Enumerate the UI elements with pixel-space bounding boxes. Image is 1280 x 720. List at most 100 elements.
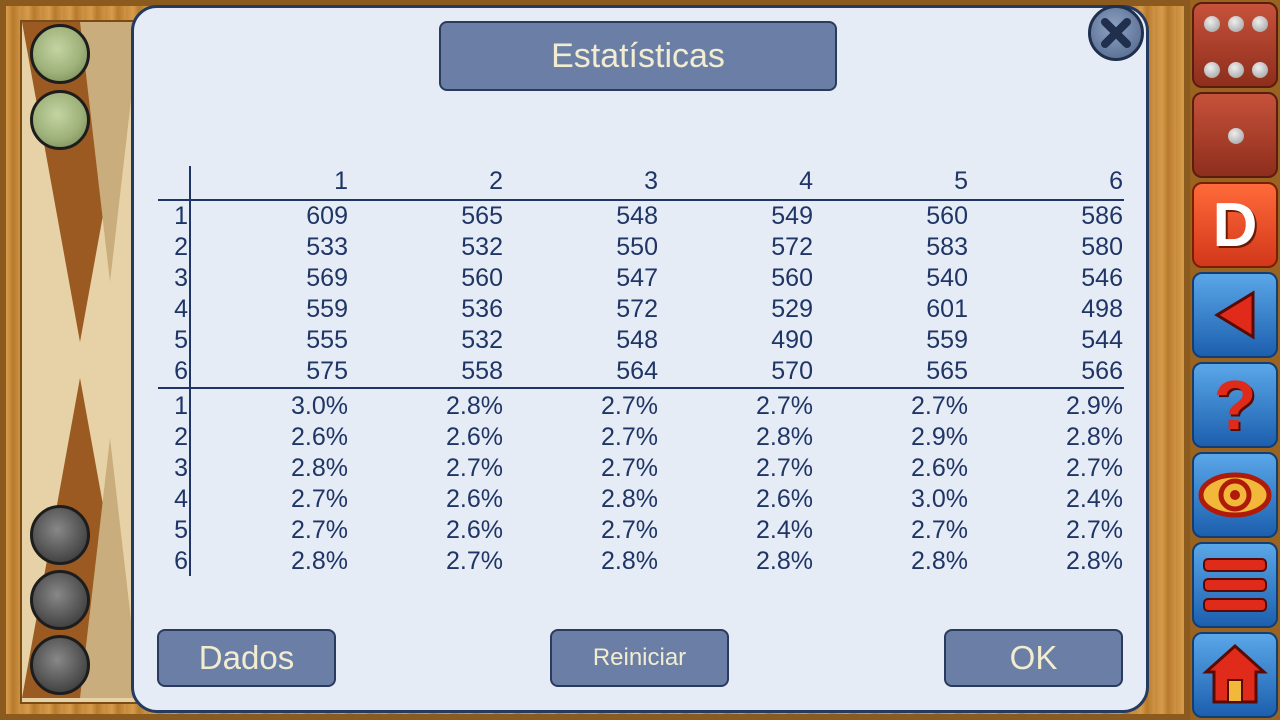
- row-label: 5: [174, 516, 188, 544]
- right-toolbar: D ?: [1190, 0, 1280, 720]
- count-cell: 572: [616, 295, 658, 323]
- count-cell: 565: [461, 202, 503, 230]
- table-row: 3 2.8% 2.7% 2.7% 2.7% 2.6% 2.7%: [158, 453, 1124, 484]
- count-cell: 609: [306, 202, 348, 230]
- percentage-cell: 2.7%: [1066, 516, 1123, 544]
- row-label: 6: [174, 357, 188, 385]
- close-icon: [1101, 18, 1131, 48]
- green-checker[interactable]: [30, 90, 90, 150]
- percentage-cell: 3.0%: [291, 392, 348, 420]
- percentage-cell: 2.4%: [756, 516, 813, 544]
- statistics-table: 1 2 3 4 5 6 1 609 565 548 549 560 586 2 533 532 55…: [158, 166, 1124, 577]
- row-label: 3: [174, 264, 188, 292]
- table-row: 2 533 532 550 572 583 580: [158, 232, 1124, 263]
- percentage-cell: 2.8%: [1066, 547, 1123, 575]
- percentage-cell: 2.6%: [911, 454, 968, 482]
- count-cell: 559: [306, 295, 348, 323]
- row-label: 3: [174, 454, 188, 482]
- row-label: 5: [174, 326, 188, 354]
- count-cell: 560: [771, 264, 813, 292]
- column-header: 5: [954, 167, 968, 195]
- black-checker[interactable]: [30, 505, 90, 565]
- menu-icon[interactable]: [1192, 542, 1278, 628]
- dialog-title: Estatísticas: [439, 21, 837, 91]
- count-cell: 560: [926, 202, 968, 230]
- count-cell: 558: [461, 357, 503, 385]
- percentage-cell: 2.7%: [601, 516, 658, 544]
- count-cell: 583: [926, 233, 968, 261]
- table-row: 1 3.0% 2.8% 2.7% 2.7% 2.7% 2.9%: [158, 391, 1124, 422]
- black-checker[interactable]: [30, 635, 90, 695]
- count-cell: 549: [771, 202, 813, 230]
- count-cell: 490: [771, 326, 813, 354]
- board-point: [80, 22, 140, 282]
- eye-icon[interactable]: [1192, 452, 1278, 538]
- count-cell: 575: [306, 357, 348, 385]
- double-icon[interactable]: D: [1192, 182, 1278, 268]
- percentage-cell: 2.8%: [911, 547, 968, 575]
- percentage-cell: 2.7%: [601, 392, 658, 420]
- percentage-cell: 2.7%: [446, 547, 503, 575]
- percentage-cell: 2.8%: [291, 547, 348, 575]
- table-divider-horizontal: [158, 387, 1124, 389]
- row-label: 1: [174, 202, 188, 230]
- percentage-cell: 2.8%: [601, 485, 658, 513]
- row-label: 6: [174, 547, 188, 575]
- help-icon[interactable]: ?: [1192, 362, 1278, 448]
- home-icon[interactable]: [1192, 632, 1278, 718]
- table-row: 1 609 565 548 549 560 586: [158, 201, 1124, 232]
- percentage-cell: 2.7%: [1066, 454, 1123, 482]
- green-checker[interactable]: [30, 24, 90, 84]
- percentage-cell: 2.6%: [756, 485, 813, 513]
- count-cell: 560: [461, 264, 503, 292]
- count-cell: 580: [1081, 233, 1123, 261]
- count-cell: 548: [616, 202, 658, 230]
- count-cell: 569: [306, 264, 348, 292]
- percentage-cell: 2.8%: [446, 392, 503, 420]
- count-cell: 529: [771, 295, 813, 323]
- statistics-dialog: [131, 5, 1149, 713]
- percentage-cell: 2.9%: [1066, 392, 1123, 420]
- percentage-cell: 2.7%: [601, 423, 658, 451]
- row-label: 2: [174, 233, 188, 261]
- percentage-cell: 2.6%: [446, 516, 503, 544]
- table-row: 5 2.7% 2.6% 2.7% 2.4% 2.7% 2.7%: [158, 515, 1124, 546]
- table-row: 6 2.8% 2.7% 2.8% 2.8% 2.8% 2.8%: [158, 546, 1124, 577]
- percentage-cell: 2.6%: [446, 423, 503, 451]
- count-cell: 572: [771, 233, 813, 261]
- dice-button[interactable]: Dados: [157, 629, 336, 687]
- count-cell: 548: [616, 326, 658, 354]
- percentage-cell: 2.7%: [291, 516, 348, 544]
- row-label: 1: [174, 392, 188, 420]
- black-checker[interactable]: [30, 570, 90, 630]
- dice-one-icon[interactable]: [1192, 92, 1278, 178]
- column-header: 6: [1109, 167, 1123, 195]
- percentage-cell: 2.7%: [291, 485, 348, 513]
- percentage-cell: 2.6%: [446, 485, 503, 513]
- percentage-cell: 2.8%: [756, 423, 813, 451]
- percentage-cell: 2.7%: [911, 516, 968, 544]
- count-cell: 586: [1081, 202, 1123, 230]
- table-row: 2 2.6% 2.6% 2.7% 2.8% 2.9% 2.8%: [158, 422, 1124, 453]
- count-cell: 566: [1081, 357, 1123, 385]
- count-cell: 533: [306, 233, 348, 261]
- count-cell: 536: [461, 295, 503, 323]
- table-row: 3 569 560 547 560 540 546: [158, 263, 1124, 294]
- percentage-cell: 2.8%: [756, 547, 813, 575]
- count-cell: 498: [1081, 295, 1123, 323]
- dice-three-icon[interactable]: [1192, 2, 1278, 88]
- ok-button[interactable]: OK: [944, 629, 1123, 687]
- count-cell: 544: [1081, 326, 1123, 354]
- count-cell: 540: [926, 264, 968, 292]
- count-cell: 564: [616, 357, 658, 385]
- column-header: 4: [799, 167, 813, 195]
- row-label: 2: [174, 423, 188, 451]
- close-button[interactable]: [1088, 5, 1144, 61]
- table-row: 4 2.7% 2.6% 2.8% 2.6% 3.0% 2.4%: [158, 484, 1124, 515]
- table-row: 4 559 536 572 529 601 498: [158, 294, 1124, 325]
- back-icon[interactable]: [1192, 272, 1278, 358]
- table-divider-horizontal: [158, 199, 1124, 201]
- reset-button[interactable]: Reiniciar: [550, 629, 729, 687]
- percentage-cell: 2.7%: [756, 392, 813, 420]
- row-label: 4: [174, 485, 188, 513]
